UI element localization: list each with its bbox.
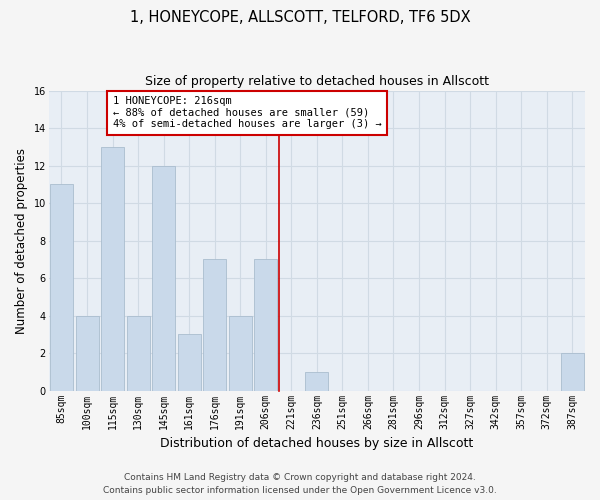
Bar: [127, 316, 149, 390]
Bar: [561, 353, 584, 391]
Y-axis label: Number of detached properties: Number of detached properties: [15, 148, 28, 334]
Bar: [178, 334, 200, 390]
Bar: [254, 260, 277, 390]
Title: Size of property relative to detached houses in Allscott: Size of property relative to detached ho…: [145, 75, 489, 88]
Bar: [152, 166, 175, 390]
Bar: [101, 147, 124, 390]
Bar: [76, 316, 98, 390]
Bar: [305, 372, 328, 390]
Bar: [203, 260, 226, 390]
Text: Contains HM Land Registry data © Crown copyright and database right 2024.
Contai: Contains HM Land Registry data © Crown c…: [103, 474, 497, 495]
Text: 1, HONEYCOPE, ALLSCOTT, TELFORD, TF6 5DX: 1, HONEYCOPE, ALLSCOTT, TELFORD, TF6 5DX: [130, 10, 470, 25]
Bar: [50, 184, 73, 390]
X-axis label: Distribution of detached houses by size in Allscott: Distribution of detached houses by size …: [160, 437, 473, 450]
Text: 1 HONEYCOPE: 216sqm
← 88% of detached houses are smaller (59)
4% of semi-detache: 1 HONEYCOPE: 216sqm ← 88% of detached ho…: [113, 96, 382, 130]
Bar: [229, 316, 252, 390]
